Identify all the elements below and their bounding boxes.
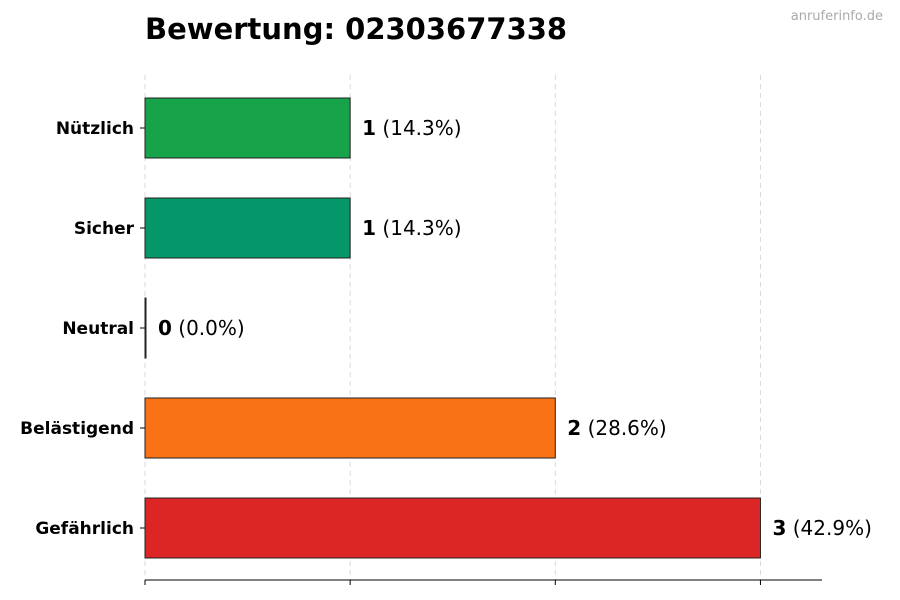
bar bbox=[144, 497, 761, 559]
category-label: Belästigend bbox=[20, 419, 134, 439]
value-label: 3 (42.9%) bbox=[772, 516, 871, 540]
bar bbox=[144, 197, 351, 259]
value-count: 2 bbox=[567, 416, 581, 440]
value-percent: (0.0%) bbox=[172, 316, 245, 340]
category-label: Neutral bbox=[62, 319, 134, 339]
chart-title: Bewertung: 02303677338 bbox=[145, 12, 568, 46]
category-label: Nützlich bbox=[56, 119, 134, 139]
category-label: Sicher bbox=[74, 219, 135, 239]
value-label: 2 (28.6%) bbox=[567, 416, 666, 440]
bar bbox=[144, 397, 556, 459]
value-percent: (14.3%) bbox=[376, 216, 462, 240]
value-percent: (14.3%) bbox=[376, 116, 462, 140]
value-label: 1 (14.3%) bbox=[362, 216, 461, 240]
value-percent: (28.6%) bbox=[581, 416, 667, 440]
value-count: 1 bbox=[362, 216, 376, 240]
bar bbox=[144, 97, 351, 159]
value-count: 3 bbox=[772, 516, 786, 540]
value-count: 1 bbox=[362, 116, 376, 140]
value-label: 1 (14.3%) bbox=[362, 116, 461, 140]
bar bbox=[144, 297, 147, 359]
watermark: anruferinfo.de bbox=[790, 9, 883, 24]
value-count: 0 bbox=[158, 316, 172, 340]
value-label: 0 (0.0%) bbox=[158, 316, 245, 340]
value-percent: (42.9%) bbox=[786, 516, 872, 540]
category-label: Gefährlich bbox=[35, 519, 134, 539]
